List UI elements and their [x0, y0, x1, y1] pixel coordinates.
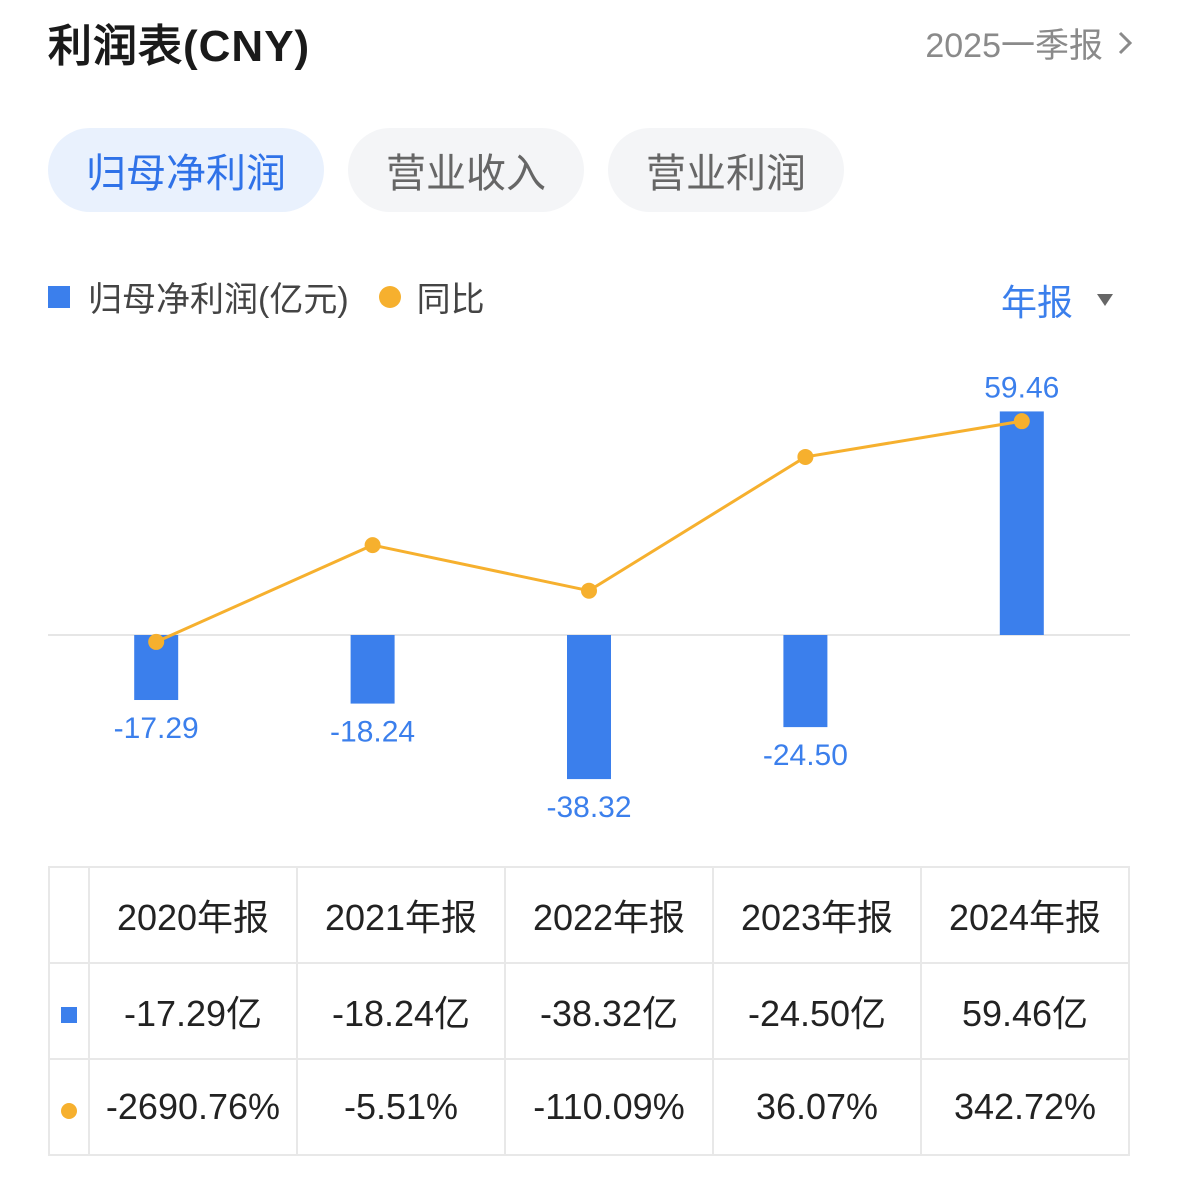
table-header-cell: 2023年报: [712, 866, 922, 964]
yoy-cell: 36.07%: [712, 1058, 922, 1156]
value-cell: -24.50亿: [712, 962, 922, 1060]
yoy-point: [148, 633, 165, 650]
yoy-cell: -110.09%: [504, 1058, 714, 1156]
value-cell: -17.29亿: [88, 962, 298, 1060]
yoy-cell: 342.72%: [920, 1058, 1130, 1156]
bar: [783, 635, 828, 728]
metric-tabs: 归母净利润 营业收入 营业利润: [48, 128, 844, 212]
value-cell: 59.46亿: [920, 962, 1130, 1060]
chevron-right-icon: [1118, 31, 1133, 54]
yoy-point: [581, 582, 597, 599]
report-type-label: 年报: [1000, 282, 1073, 323]
line-legend-icon: [378, 285, 401, 308]
table-header-cell: 2022年报: [504, 866, 714, 964]
table-header-row: 2020年报 2021年报 2022年报 2023年报 2024年报: [48, 866, 1130, 964]
bar-data-label: -38.32: [546, 791, 631, 824]
yoy-cell: -2690.76%: [88, 1058, 298, 1156]
bar-data-label: 59.46: [984, 371, 1059, 404]
page-title: 利润表(CNY): [48, 22, 311, 71]
period-link[interactable]: 2025一季报: [925, 18, 1133, 67]
bar-legend-label: 归母净利润(亿元): [88, 281, 349, 319]
tab-operating-profit[interactable]: 营业利润: [608, 128, 844, 212]
bar: [567, 635, 611, 780]
net-profit-chart: -17.29 -18.24 -38.32 -24.50 59.46: [48, 371, 1130, 824]
table-header-cell: 2021年报: [296, 866, 506, 964]
caret-down-icon: [1097, 294, 1113, 306]
chart-legend: 归母净利润(亿元) 同比: [48, 272, 485, 321]
table-corner-cell: [48, 866, 90, 964]
line-legend-label: 同比: [416, 281, 485, 319]
table-header-cell: 2020年报: [88, 866, 298, 964]
bar: [350, 635, 395, 704]
yoy-line: [155, 419, 1023, 644]
yoy-point: [1013, 413, 1030, 430]
tab-net-profit[interactable]: 归母净利润: [48, 128, 324, 212]
yoy-point: [797, 448, 814, 465]
table-header-cell: 2024年报: [920, 866, 1130, 964]
yoy-point: [364, 537, 381, 554]
period-link-label: 2025一季报: [925, 27, 1103, 65]
bar-legend-icon: [48, 285, 70, 308]
row-marker-cell: [48, 1058, 90, 1156]
table-row-net-profit: -17.29亿 -18.24亿 -38.32亿 -24.50亿 59.46亿: [48, 962, 1130, 1060]
yoy-cell: -5.51%: [296, 1058, 506, 1156]
bar-data-label: -18.24: [330, 716, 415, 749]
table-row-yoy: -2690.76% -5.51% -110.09% 36.07% 342.72%: [48, 1058, 1130, 1156]
data-table: 2020年报 2021年报 2022年报 2023年报 2024年报 -17.2…: [48, 866, 1130, 1156]
row-marker-cell: [48, 962, 90, 1060]
value-cell: -18.24亿: [296, 962, 506, 1060]
tab-revenue[interactable]: 营业收入: [348, 128, 584, 212]
bar-series-marker-icon: [61, 1007, 77, 1023]
line-series-marker-icon: [61, 1103, 77, 1119]
report-type-dropdown[interactable]: 年报: [1001, 274, 1113, 326]
bar-data-label: -17.29: [114, 712, 199, 745]
value-cell: -38.32亿: [504, 962, 714, 1060]
bar-data-label: -24.50: [763, 739, 848, 772]
bar: [999, 411, 1044, 635]
